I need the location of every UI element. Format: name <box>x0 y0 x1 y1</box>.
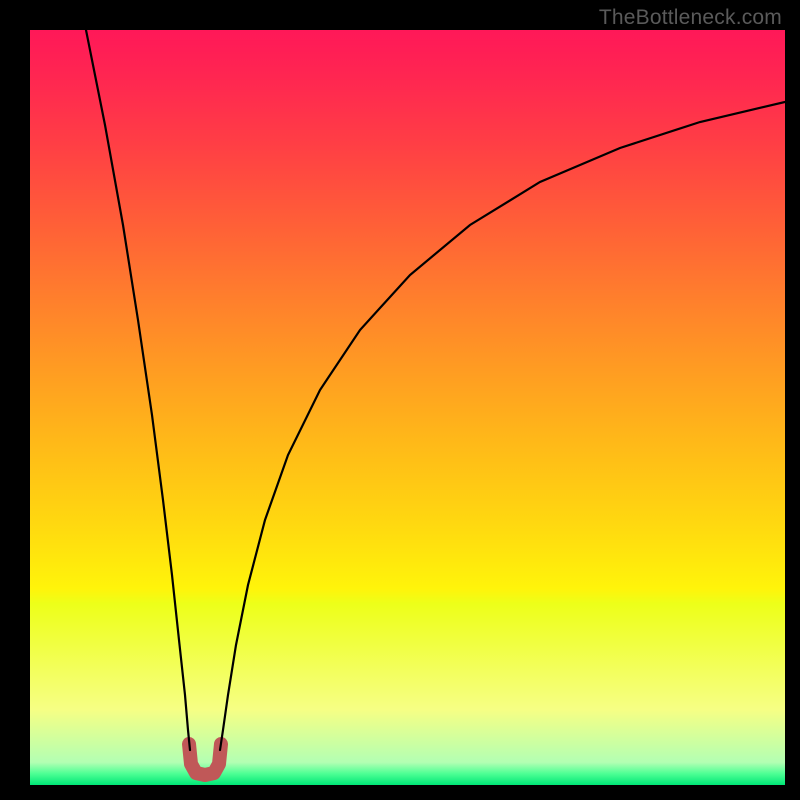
curve-right-branch <box>220 102 785 750</box>
watermark-text: TheBottleneck.com <box>599 6 782 30</box>
bottom-u-marker <box>189 744 221 775</box>
curve-layer <box>30 30 785 785</box>
curve-left-branch <box>86 30 190 750</box>
chart-container: TheBottleneck.com <box>0 0 800 800</box>
plot-area <box>30 30 785 785</box>
